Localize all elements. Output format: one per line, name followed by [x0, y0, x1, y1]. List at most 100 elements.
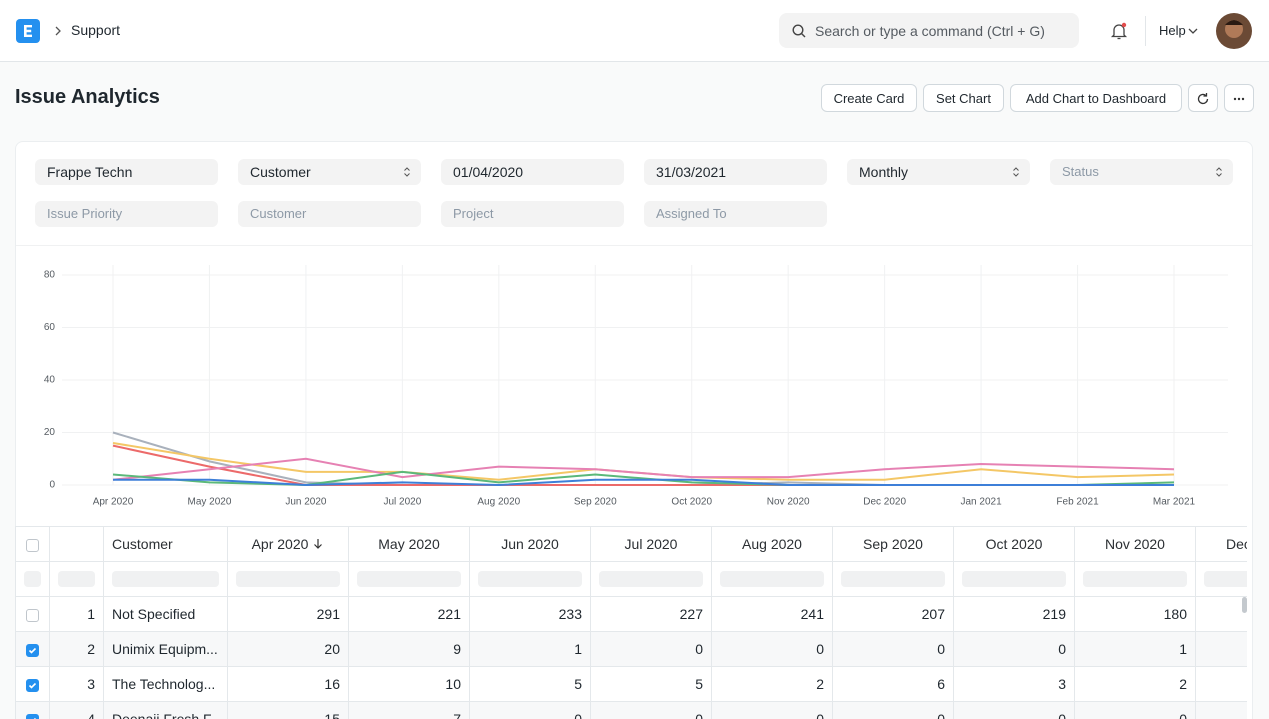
x-tick-label: Apr 2020	[93, 497, 134, 508]
column-filter[interactable]	[1083, 571, 1187, 587]
filter-text: Project	[453, 206, 494, 221]
x-tick-label: Sep 2020	[574, 497, 617, 508]
checkbox-cell	[15, 596, 50, 632]
x-tick-label: Dec 2020	[863, 497, 906, 508]
dropdown-icon	[1216, 167, 1222, 177]
x-tick-label: Jul 2020	[383, 497, 421, 508]
column-header[interactable]: Dec 2020	[1195, 526, 1247, 562]
search-bar[interactable]: Search or type a command (Ctrl + G)	[779, 13, 1079, 48]
value-cell: 0	[832, 701, 954, 719]
button[interactable]: Set Chart	[923, 84, 1004, 112]
column-header[interactable]: Oct 2020	[953, 526, 1075, 562]
series-line	[112, 457, 1175, 481]
y-tick-label: 20	[44, 427, 56, 438]
notifications[interactable]	[1110, 22, 1128, 40]
filter-field[interactable]: Customer	[238, 201, 421, 227]
filter-field[interactable]: Project	[441, 201, 624, 227]
button[interactable]: Create Card	[821, 84, 917, 112]
more-button[interactable]	[1224, 84, 1254, 112]
column-header[interactable]: Jul 2020	[590, 526, 712, 562]
column-header[interactable]: May 2020	[348, 526, 470, 562]
checkbox[interactable]	[26, 643, 39, 657]
column-header[interactable]: Aug 2020	[711, 526, 833, 562]
avatar[interactable]	[1216, 13, 1252, 49]
column-filter[interactable]	[236, 571, 340, 587]
column-filter[interactable]	[478, 571, 582, 587]
filter-field[interactable]: Assigned To	[644, 201, 827, 227]
value-cell: 16	[227, 666, 349, 702]
table-row: 4 Deenaji Fresh F... 15 7 0 0 0 0 0 0	[15, 701, 1247, 719]
filter-field[interactable]: 01/04/2020	[441, 159, 624, 185]
value-cell: 1	[1074, 631, 1196, 667]
table-row: 1 Not Specified 291 221 233 227 241 207 219 180	[15, 596, 1247, 632]
column-filter[interactable]	[357, 571, 461, 587]
checkbox[interactable]	[26, 678, 39, 692]
checkbox[interactable]	[26, 608, 39, 622]
navbar: Support Search or type a command (Ctrl +…	[0, 0, 1269, 62]
column-header[interactable]: Apr 2020	[227, 526, 349, 562]
filter-cell	[348, 561, 470, 597]
help-menu[interactable]: Help	[1159, 23, 1186, 38]
scrollbar	[1242, 597, 1247, 613]
column-header[interactable]: Nov 2020	[1074, 526, 1196, 562]
column-title: Aug 2020	[742, 536, 802, 552]
filter-field[interactable]: Issue Priority	[35, 201, 218, 227]
dropdown-icon	[1013, 167, 1019, 177]
column-title: Nov 2020	[1105, 536, 1165, 552]
column-filter[interactable]	[24, 571, 41, 587]
customer-cell: Not Specified	[103, 596, 228, 632]
value-cell: 7	[348, 701, 470, 719]
search-placeholder: Search or type a command (Ctrl + G)	[815, 23, 1045, 39]
filter-field[interactable]: Status	[1050, 159, 1233, 185]
filter-text: Assigned To	[656, 206, 727, 221]
breadcrumb[interactable]: Support	[71, 22, 121, 38]
refresh-button[interactable]	[1188, 84, 1218, 112]
value-cell: 0	[711, 631, 833, 667]
filter-text: Issue Priority	[47, 206, 123, 221]
column-filter[interactable]	[58, 571, 95, 587]
filter-field[interactable]: Customer	[238, 159, 421, 185]
column-title: Dec 2020	[1226, 536, 1247, 552]
filter-field[interactable]: 31/03/2021	[644, 159, 827, 185]
x-tick-label: Jan 2021	[961, 497, 1003, 508]
filter-cell	[1074, 561, 1196, 597]
column-filter[interactable]	[1204, 571, 1247, 587]
checkbox[interactable]	[26, 538, 39, 552]
row-index: 1	[49, 596, 104, 632]
value-cell: 5	[469, 666, 591, 702]
filter-field[interactable]: Monthly	[847, 159, 1030, 185]
column-header[interactable]: Customer	[103, 526, 228, 562]
report-table: Customer Apr 2020 May 2020 Jun 2020 Jul 2020…	[15, 526, 1247, 719]
empty-cell	[1195, 631, 1247, 667]
table: Customer Apr 2020 May 2020 Jun 2020 Jul 2020…	[15, 526, 1247, 719]
x-tick-label: Oct 2020	[671, 497, 712, 508]
filter-text: 31/03/2021	[656, 164, 727, 180]
divider	[16, 245, 1252, 246]
column-filter[interactable]	[599, 571, 703, 587]
filter-cell	[1195, 561, 1247, 597]
button[interactable]: Add Chart to Dashboard	[1010, 84, 1182, 112]
checkbox-cell	[15, 631, 50, 667]
logo[interactable]	[16, 19, 40, 43]
column-title: May 2020	[378, 536, 440, 552]
customer-cell: Unimix Equipm...	[103, 631, 228, 667]
column-filter[interactable]	[962, 571, 1066, 587]
filter-field[interactable]: Frappe Techn	[35, 159, 218, 185]
column-filter[interactable]	[841, 571, 945, 587]
filter-cell	[469, 561, 591, 597]
column-filter[interactable]	[112, 571, 219, 587]
checkbox[interactable]	[26, 713, 39, 719]
column-header[interactable]: Sep 2020	[832, 526, 954, 562]
column-header[interactable]: Jun 2020	[469, 526, 591, 562]
value-cell: 0	[953, 701, 1075, 719]
row-index: 2	[49, 631, 104, 667]
header-row: Customer Apr 2020 May 2020 Jun 2020 Jul 2020…	[15, 526, 1247, 562]
value-cell: 9	[348, 631, 470, 667]
y-tick-label: 60	[44, 322, 56, 333]
row-index: 3	[49, 666, 104, 702]
value-cell: 10	[348, 666, 470, 702]
filter-text: Monthly	[859, 164, 909, 180]
filter-text: 01/04/2020	[453, 164, 524, 180]
column-filter[interactable]	[720, 571, 824, 587]
